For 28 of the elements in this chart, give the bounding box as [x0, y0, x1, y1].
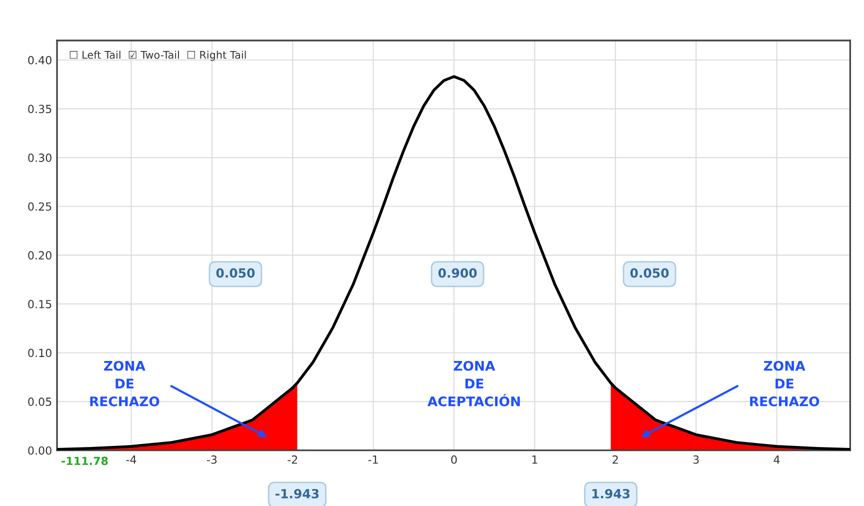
annotation: ZONA DE RECHAZO	[750, 360, 820, 406]
x-tick-label: 2	[612, 455, 618, 464]
annotation: ☐ Left Tail ☑ Two-Tail ☐ Right Tail	[70, 50, 246, 61]
y-tick-label: 0.15	[28, 300, 52, 308]
x-tick-label: -3	[206, 455, 217, 464]
annotation: 0.050	[630, 268, 669, 278]
x-tick-label: -2	[288, 455, 298, 464]
y-tick-label: 0.30	[28, 154, 52, 162]
x-tick-label: -4	[126, 456, 136, 464]
x-tick-label: 0	[451, 455, 457, 464]
y-tick-label: 0.40	[28, 56, 52, 64]
annotation: 0.050	[216, 268, 255, 278]
y-tick-label: 0.00	[28, 446, 52, 455]
x-tick-label: 1	[532, 456, 538, 464]
x-tick-label: 3	[693, 455, 699, 464]
text: 1.943	[592, 488, 630, 498]
annotation: 0.900	[438, 268, 477, 278]
y-tick-label: 0.35	[28, 104, 52, 114]
x-tick-label: -1	[368, 456, 378, 464]
text: -1.943	[276, 488, 319, 498]
y-tick-label: 0.05	[28, 398, 52, 406]
annotation: ZONA DE ACEPTACIÓN	[427, 360, 520, 406]
x-tick-label: 4	[774, 456, 780, 464]
y-tick-label: 0.20	[28, 251, 52, 260]
text: -111.78	[62, 456, 108, 466]
annotation: ZONA DE RECHAZO	[90, 360, 160, 406]
y-tick-label: 0.10	[28, 348, 52, 358]
y-tick-label: 0.25	[28, 202, 52, 211]
